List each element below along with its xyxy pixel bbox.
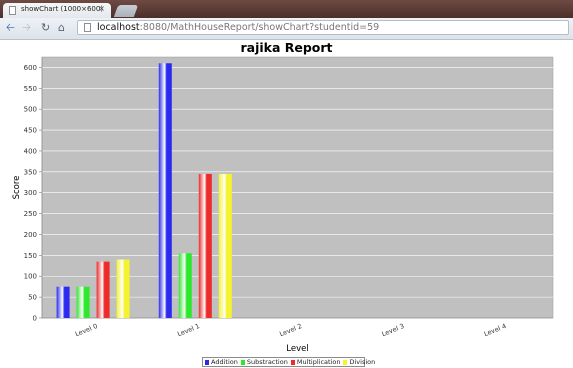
y-tick-label: 500 [24,106,37,114]
bar-addition [159,63,172,318]
legend-swatch [291,360,295,365]
bar-multiplication [199,174,212,318]
legend-label: Multiplication [297,358,341,366]
y-tick-label: 550 [24,85,37,93]
y-tick-label: 50 [28,294,37,302]
x-tick-label: Level 4 [483,322,508,338]
y-tick-label: 150 [24,252,37,260]
y-tick-label: 350 [24,168,37,176]
y-tick-label: 200 [24,231,37,239]
legend-label: Addition [211,358,238,366]
legend-swatch [205,360,209,365]
legend-swatch [343,360,347,365]
y-tick-label: 450 [24,127,37,135]
bar-division [117,260,130,318]
bar-multiplication [97,262,110,318]
legend-label: Substraction [247,358,288,366]
x-tick-label: Level 1 [176,322,201,338]
y-tick-label: 600 [24,64,37,72]
legend-item: Multiplication [291,358,341,366]
legend-item: Division [343,358,375,366]
bar-substraction [179,253,192,318]
legend-swatch [241,360,245,365]
y-tick-label: 100 [24,273,37,281]
x-tick-label: Level 3 [381,322,406,338]
legend-item: Substraction [241,358,288,366]
chart-legend: Addition Substraction Multiplication Divisi… [202,357,365,367]
y-tick-label: 250 [24,210,37,218]
x-tick-label: Level 2 [278,322,303,338]
x-tick-label: Level 0 [74,322,99,338]
bar-addition [57,287,70,318]
x-axis-label: Level [286,344,308,354]
y-axis-label: Score [12,176,22,200]
legend-item: Addition [205,358,238,366]
bar-division [219,174,232,318]
y-tick-label: 400 [24,147,37,155]
bar-substraction [77,287,90,318]
y-tick-label: 0 [33,315,37,323]
legend-label: Division [349,358,375,366]
y-tick-label: 300 [24,189,37,197]
